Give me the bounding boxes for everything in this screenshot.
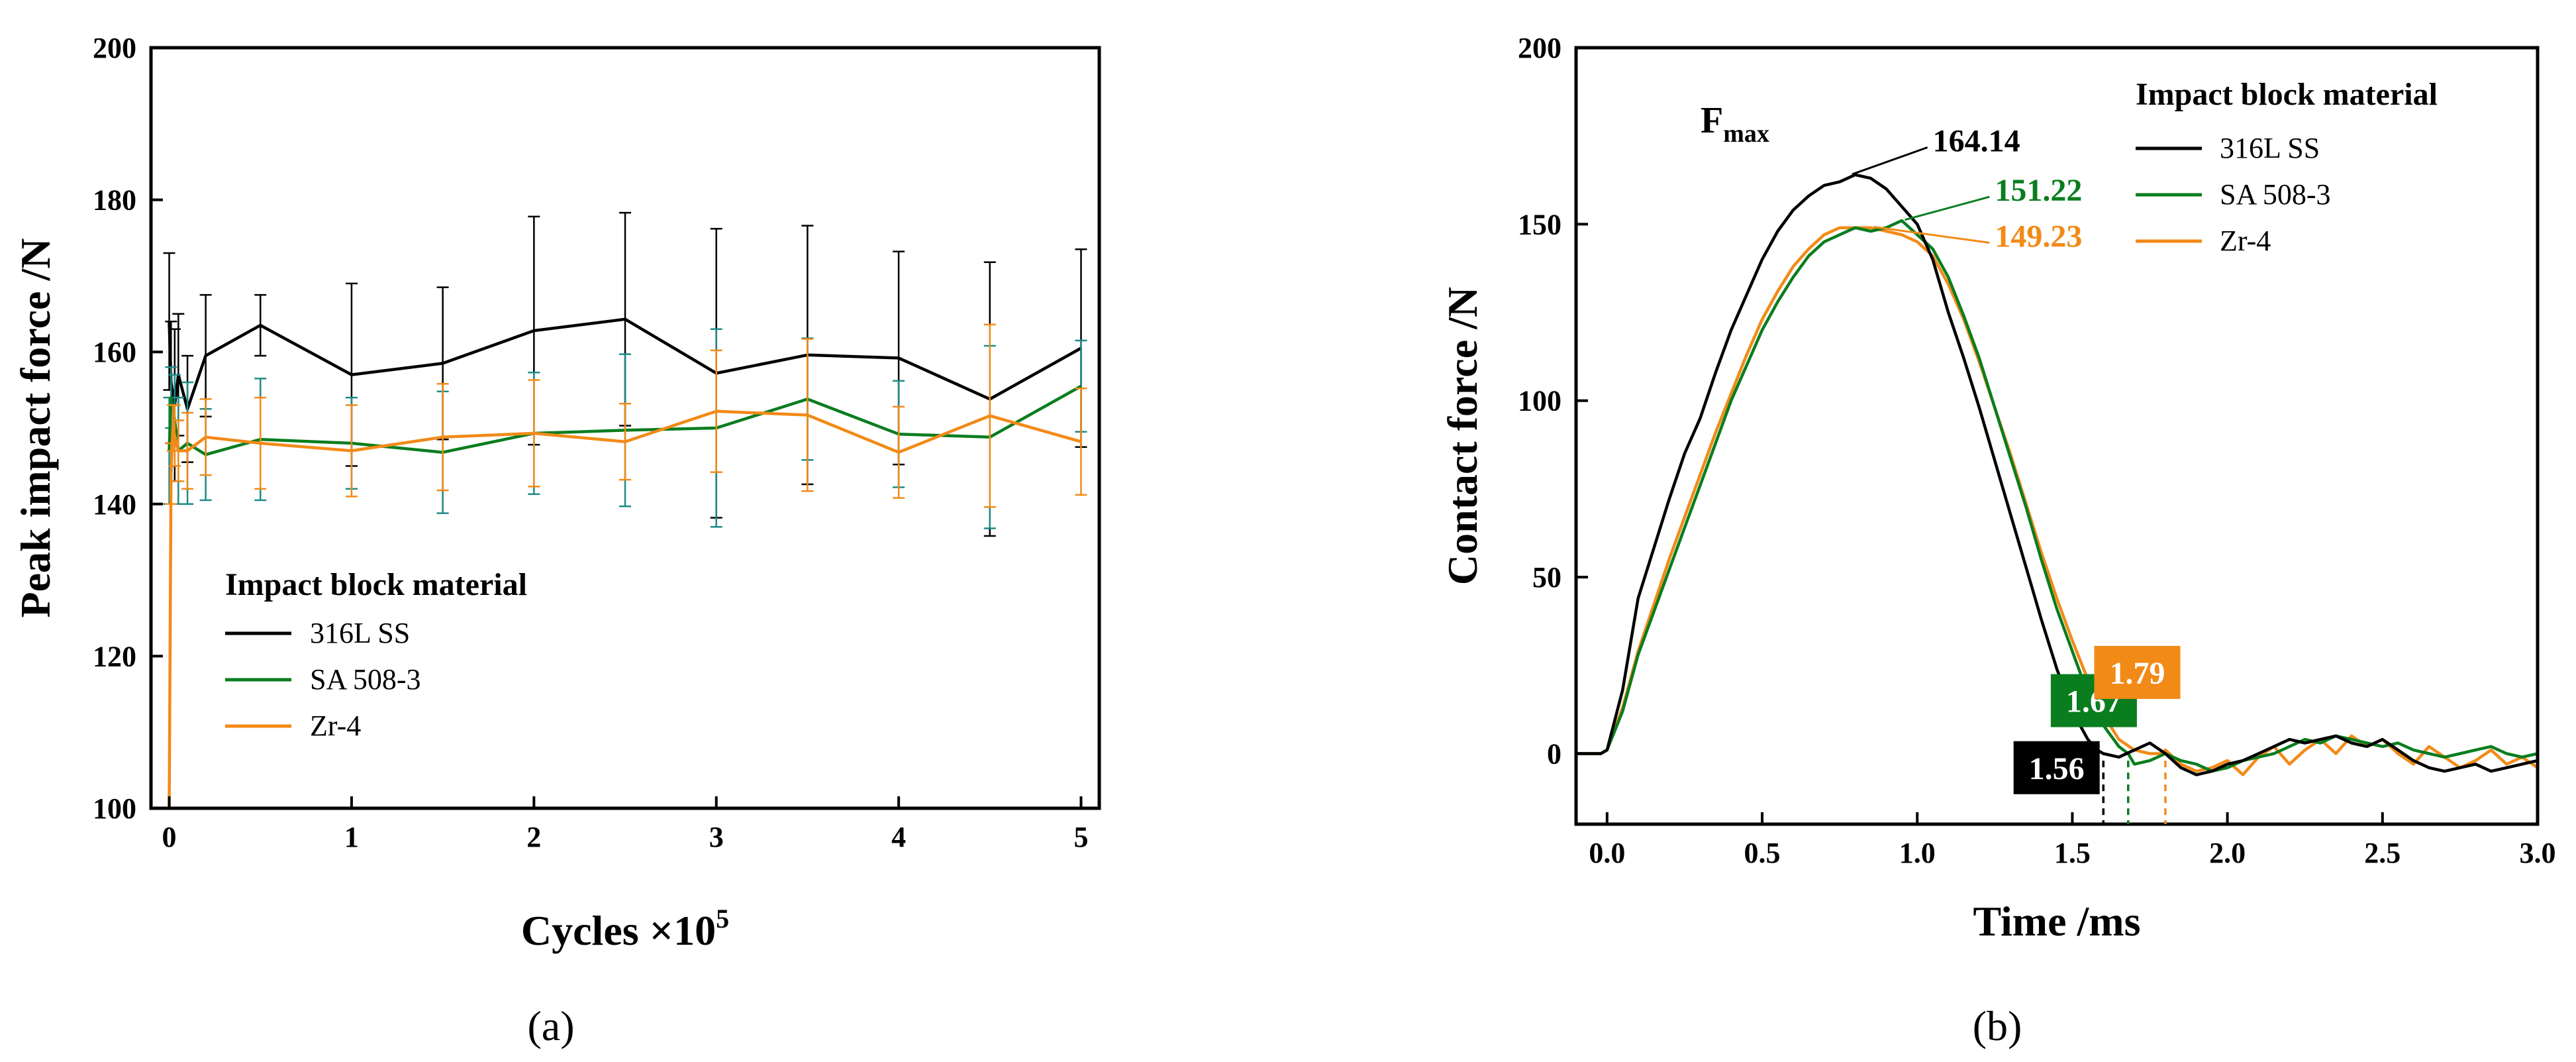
peak-value-sa-508-3: 151.22 xyxy=(1995,173,2082,208)
panel-b-x-tick-label: 1.5 xyxy=(2054,837,2091,869)
panel-a-y-tick-label: 200 xyxy=(93,32,136,64)
panel-b-chart: 0.0 0.5 1.0 1.5 2.0 2.5 3.0 0 50 100 150 200 Contac… xyxy=(1439,32,2556,1049)
panel-b-x-tick-label: 0.5 xyxy=(1744,837,1781,869)
panel-b-y-tick-label: 50 xyxy=(1532,561,1561,594)
panel-a-legend-title: Impact block material xyxy=(225,567,527,602)
legend-label-sa-508-3: SA 508-3 xyxy=(310,663,421,696)
series-line-sa-508-3 xyxy=(1576,219,2538,773)
panel-a-chart: 0 1 2 3 4 5 100 120 140 160 180 200 Peak impact for… xyxy=(12,32,1101,1049)
end-time-box-316l-ss xyxy=(2013,741,2100,794)
end-time-label-zr-4: 1.79 xyxy=(2109,656,2165,691)
peak-leader-sa-508-3 xyxy=(1905,195,1990,221)
panel-b-x-tick-label: 2.0 xyxy=(2209,837,2246,869)
end-time-label-316l-ss: 1.56 xyxy=(2029,751,2085,786)
panel-a-x-tick-label: 1 xyxy=(344,821,359,853)
panel-b-legend: Impact block material 316L SS SA 508-3 Zr-… xyxy=(2136,77,2438,257)
fmax-label: Fmax xyxy=(1701,100,1769,148)
panel-b-x-tick-label: 1.0 xyxy=(1899,837,1936,869)
panel-b-x-tick-label: 0.0 xyxy=(1589,837,1625,869)
panel-a-x-tick-label: 0 xyxy=(162,821,177,853)
panel-a-y-tick-label: 120 xyxy=(93,640,136,672)
end-time-box-zr-4 xyxy=(2094,645,2181,699)
legend-label-316l-ss: 316L SS xyxy=(2220,132,2320,164)
panel-a-legend: Impact block material 316L SS SA 508-3 Zr-… xyxy=(225,567,527,742)
panel-b-x-axis-title: Time /ms xyxy=(1973,898,2140,945)
legend-label-316l-ss: 316L SS xyxy=(310,617,410,649)
panel-a-y-tick-label: 100 xyxy=(93,792,136,825)
panel-a-y-tick-label: 160 xyxy=(93,336,136,368)
panel-b-y-tick-label: 150 xyxy=(1518,208,1561,240)
panel-a-y-tick-label: 180 xyxy=(93,184,136,217)
series-line-zr-4 xyxy=(168,409,1082,809)
panel-a-x-tick-label: 3 xyxy=(709,821,724,853)
legend-label-zr-4: Zr-4 xyxy=(2220,225,2271,257)
legend-label-zr-4: Zr-4 xyxy=(310,710,361,742)
peak-value-zr-4: 149.23 xyxy=(1995,219,2082,254)
panel-a-x-axis-title: Cycles ×105 xyxy=(521,904,729,954)
panel-b-legend-title: Impact block material xyxy=(2136,77,2438,112)
panel-a-x-tick-label: 4 xyxy=(891,821,906,853)
panel-a-plot-frame xyxy=(149,46,1101,810)
panel-b-y-tick-label: 0 xyxy=(1547,737,1561,770)
peak-leader-zr-4 xyxy=(1873,225,1990,244)
panel-b-x-tick-label: 3.0 xyxy=(2520,837,2556,869)
panel-a-y-axis-title: Peak impact force /N xyxy=(12,239,59,618)
panel-a-x-tick-label: 2 xyxy=(526,821,541,853)
peak-leader-316l-ss xyxy=(1852,146,1928,176)
panel-b-plot-frame xyxy=(1574,46,2540,826)
panel-b-y-tick-label: 200 xyxy=(1518,32,1561,64)
panel-a-label: (a) xyxy=(527,1002,574,1049)
panel-a-y-tick-label: 140 xyxy=(93,488,136,521)
panel-b-y-axis-title: Contact force /N xyxy=(1439,287,1486,585)
series-line-sa-508-3 xyxy=(168,384,1082,456)
series-zr-4 xyxy=(165,323,1087,809)
panel-b-y-tick-label: 100 xyxy=(1518,385,1561,417)
series-line-316l-ss xyxy=(168,317,1082,411)
peak-value-316l-ss: 164.14 xyxy=(1933,124,2020,159)
panel-b-label: (b) xyxy=(1973,1002,2022,1049)
panel-a-x-tick-label: 5 xyxy=(1073,821,1088,853)
panel-b-x-tick-label: 2.5 xyxy=(2364,837,2401,869)
legend-label-sa-508-3: SA 508-3 xyxy=(2220,178,2330,211)
